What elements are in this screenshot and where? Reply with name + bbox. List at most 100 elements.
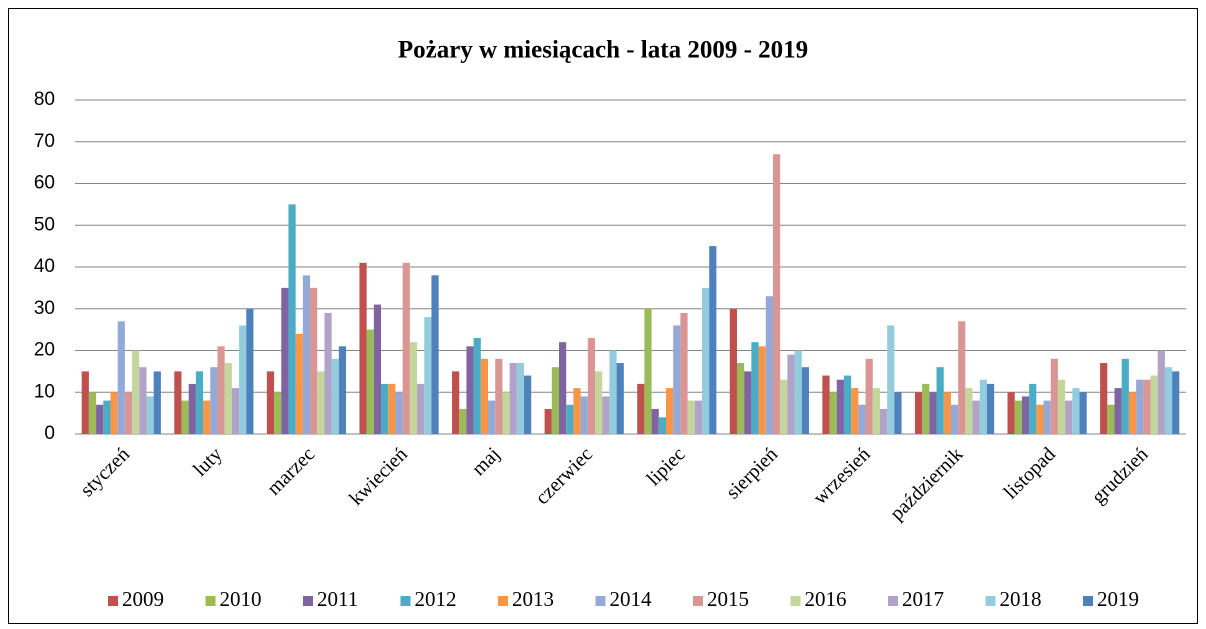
- legend-swatch: [985, 596, 996, 606]
- bar: [181, 400, 189, 434]
- bar: [88, 392, 97, 434]
- y-tick-label: 20: [34, 340, 55, 361]
- bar: [914, 392, 923, 434]
- bar: [174, 371, 182, 434]
- bar: [217, 346, 225, 434]
- bar: [431, 275, 439, 434]
- bar: [381, 383, 389, 434]
- bar: [502, 392, 510, 434]
- bar: [744, 371, 752, 434]
- bar: [274, 392, 282, 434]
- legend-swatch: [790, 596, 801, 606]
- bar: [1007, 392, 1015, 434]
- bar: [495, 358, 503, 434]
- bar: [986, 383, 995, 434]
- legend-swatch: [693, 596, 703, 606]
- bar: [395, 392, 403, 434]
- bar: [829, 392, 837, 434]
- bar: [751, 342, 759, 434]
- bar: [836, 379, 844, 434]
- legend-label: 2010: [220, 587, 262, 611]
- bar: [729, 308, 737, 434]
- bar: [665, 388, 674, 434]
- bar: [772, 154, 781, 434]
- bar: [958, 321, 966, 434]
- x-tick-label: listopad: [1000, 443, 1060, 503]
- bar: [509, 363, 517, 434]
- legend-label: 2017: [902, 587, 944, 611]
- bar: [780, 379, 788, 434]
- bar: [787, 354, 795, 434]
- bar: [929, 392, 937, 434]
- bar: [295, 333, 303, 434]
- bar: [1036, 404, 1044, 434]
- chart-frame: [8, 8, 1198, 624]
- bar: [324, 312, 332, 434]
- bar: [1079, 392, 1087, 434]
- bar: [950, 404, 959, 434]
- bar: [281, 287, 289, 434]
- legend-label: 2016: [805, 587, 847, 611]
- bar: [1143, 379, 1151, 434]
- bar: [972, 400, 980, 434]
- bar: [673, 325, 681, 434]
- legend-swatch: [888, 596, 898, 606]
- bar: [480, 358, 489, 434]
- bar: [616, 363, 624, 434]
- bar: [516, 363, 525, 434]
- y-tick-label: 70: [34, 131, 55, 152]
- bar: [117, 321, 125, 434]
- bar: [96, 404, 104, 434]
- y-tick-label: 40: [34, 256, 55, 277]
- bar: [132, 350, 140, 434]
- legend-swatch: [303, 596, 313, 606]
- bar: [473, 337, 481, 434]
- bar: [1107, 404, 1115, 434]
- bar: [124, 392, 133, 434]
- bar: [452, 371, 460, 434]
- bar: [694, 400, 702, 434]
- bar: [331, 358, 339, 434]
- bar: [943, 392, 951, 434]
- legend-swatch: [1083, 596, 1093, 606]
- bar: [1014, 400, 1022, 434]
- bar: [224, 363, 232, 434]
- y-tick-label: 80: [34, 89, 55, 110]
- bar: [246, 308, 254, 434]
- bar: [1136, 379, 1144, 434]
- bar: [103, 400, 111, 434]
- bar: [338, 346, 347, 434]
- bar: [302, 275, 311, 434]
- x-tick-label: kwiecień: [345, 443, 412, 510]
- bar: [417, 383, 425, 434]
- bar: [544, 408, 552, 434]
- bar: [794, 350, 802, 434]
- bar: [843, 375, 852, 434]
- bar: [1150, 375, 1158, 434]
- bar: [922, 383, 930, 434]
- y-tick-label: 0: [44, 423, 55, 444]
- x-tick-label: wrzesień: [809, 443, 875, 509]
- x-tick-label: maj: [468, 443, 505, 480]
- bar: [424, 317, 432, 434]
- bar: [872, 388, 880, 434]
- bar: [701, 287, 710, 434]
- x-tick-label: październik: [886, 443, 968, 525]
- bar: [801, 367, 809, 434]
- bar: [459, 408, 467, 434]
- bar: [865, 358, 873, 434]
- legend-label: 2019: [1097, 587, 1139, 611]
- bar: [231, 388, 240, 434]
- x-tick-label: marzec: [263, 443, 319, 499]
- bar: [1121, 358, 1129, 434]
- bar: [1164, 367, 1173, 434]
- bar: [81, 371, 89, 434]
- bar: [595, 371, 603, 434]
- bar: [851, 388, 859, 434]
- bar: [146, 396, 154, 434]
- bar: [765, 296, 773, 434]
- legend-label: 2014: [610, 587, 653, 611]
- bar: [965, 388, 973, 434]
- legend-label: 2011: [317, 587, 358, 611]
- bar: [736, 363, 745, 434]
